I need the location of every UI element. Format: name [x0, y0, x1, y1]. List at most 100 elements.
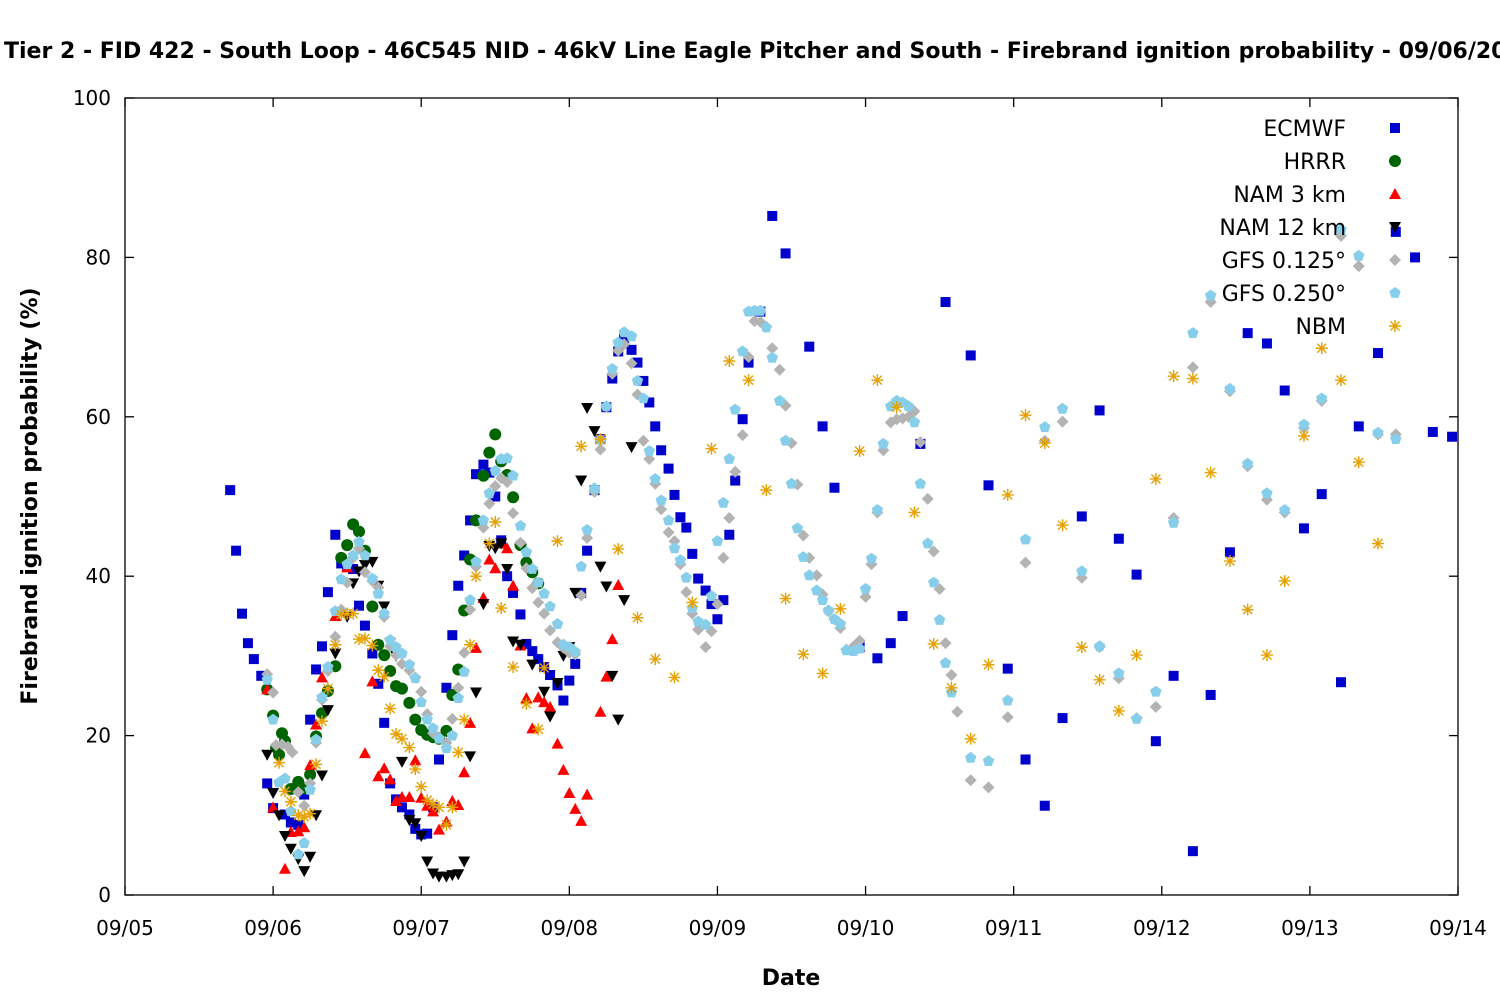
data-point — [341, 539, 354, 552]
data-point — [1298, 418, 1310, 430]
data-point — [928, 576, 940, 588]
data-point — [760, 321, 772, 333]
data-point — [538, 686, 551, 698]
data-point — [477, 514, 490, 526]
data-point — [655, 494, 667, 506]
data-point — [817, 421, 828, 432]
x-tick-label: 09/07 — [392, 916, 450, 940]
x-tick-label: 09/12 — [1133, 916, 1191, 940]
data-point — [489, 516, 502, 529]
data-point — [483, 487, 496, 499]
data-point — [310, 758, 323, 771]
y-tick-label: 80 — [86, 245, 111, 269]
series-nbm — [273, 342, 1385, 831]
data-point — [1130, 712, 1143, 724]
data-point — [872, 653, 883, 664]
data-point — [459, 550, 470, 561]
data-point — [940, 297, 951, 308]
data-point — [507, 507, 520, 520]
data-point — [729, 465, 742, 478]
data-point — [526, 659, 539, 671]
data-point — [618, 595, 631, 607]
data-point — [804, 341, 815, 352]
data-point — [358, 632, 371, 645]
data-point — [315, 715, 328, 728]
data-point — [329, 638, 342, 651]
data-point — [723, 453, 735, 464]
data-point — [507, 469, 519, 481]
data-point — [396, 647, 408, 659]
data-point — [433, 754, 444, 765]
legend-label: HRRR — [1284, 150, 1346, 175]
data-point — [390, 794, 403, 806]
data-point — [341, 558, 353, 570]
data-point — [632, 357, 643, 368]
data-point — [507, 579, 520, 591]
data-point — [922, 537, 934, 549]
legend-marker — [1389, 254, 1401, 266]
data-point — [982, 658, 995, 671]
data-point — [403, 790, 416, 802]
data-point — [663, 463, 674, 474]
data-point — [921, 492, 934, 505]
data-point — [1056, 519, 1069, 532]
data-point — [662, 526, 675, 539]
data-point — [1093, 673, 1106, 686]
data-point — [315, 770, 328, 782]
data-point — [1167, 370, 1180, 383]
data-point — [575, 440, 588, 453]
data-point — [532, 596, 545, 609]
data-point — [273, 748, 286, 761]
data-point — [754, 304, 767, 316]
data-point — [1224, 382, 1236, 394]
series-nam-12-km — [261, 403, 638, 883]
legend-label: ECMWF — [1263, 117, 1346, 142]
data-point — [390, 641, 402, 652]
legend-marker — [1389, 155, 1401, 167]
data-point — [816, 667, 829, 680]
data-point — [427, 805, 440, 817]
data-point — [453, 580, 464, 591]
data-point — [293, 819, 304, 830]
data-point — [262, 778, 273, 789]
data-point — [403, 696, 416, 709]
data-point — [1427, 426, 1438, 437]
data-point — [395, 682, 408, 695]
data-point — [1056, 415, 1069, 428]
data-point — [267, 686, 280, 699]
data-point — [877, 437, 889, 449]
data-point — [797, 551, 810, 562]
data-point — [507, 636, 520, 648]
data-point — [834, 618, 847, 629]
data-point — [292, 848, 304, 860]
data-point — [422, 828, 433, 839]
data-point — [544, 624, 557, 637]
data-point — [1224, 547, 1235, 558]
data-point — [532, 723, 545, 736]
data-point — [927, 545, 940, 558]
x-tick-label: 09/14 — [1429, 916, 1487, 940]
data-point — [1372, 537, 1385, 550]
x-tick-label: 09/11 — [985, 916, 1043, 940]
data-point — [1039, 800, 1050, 811]
data-point — [316, 641, 327, 652]
data-point — [829, 482, 840, 493]
data-point — [366, 639, 379, 652]
data-point — [766, 351, 778, 363]
data-point — [730, 475, 741, 486]
data-point — [261, 749, 274, 761]
data-point — [1352, 456, 1365, 469]
data-point — [594, 705, 607, 717]
chart-title: Tier 2 - FID 422 - South Loop - 46C545 N… — [4, 39, 1500, 64]
data-point — [1056, 402, 1069, 414]
data-point — [575, 560, 587, 572]
legend-label: NAM 3 km — [1233, 183, 1346, 208]
data-point — [581, 524, 593, 535]
data-point — [452, 869, 465, 881]
data-point — [366, 675, 379, 687]
data-point — [304, 783, 316, 795]
data-point — [1187, 327, 1199, 338]
data-point — [446, 729, 458, 741]
data-point — [458, 665, 470, 677]
data-point — [390, 728, 403, 741]
